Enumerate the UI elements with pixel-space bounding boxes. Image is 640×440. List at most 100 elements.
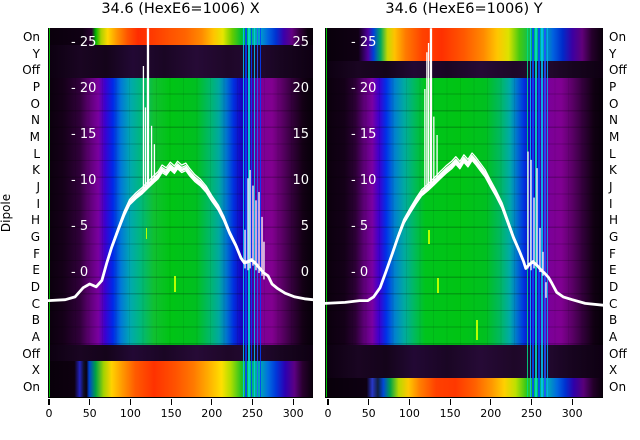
- row-label-left-c-16: C: [31, 296, 40, 311]
- x-tick-mark: [490, 399, 492, 405]
- row-label-left-f-13: F: [33, 246, 40, 261]
- y-tick-label-right: 15: [292, 127, 309, 142]
- x-tick-label: 150: [160, 407, 182, 420]
- x-tick-mark: [327, 399, 329, 405]
- row-label-right-f-13: F: [609, 246, 616, 261]
- vertical-data-stripe: [529, 28, 531, 397]
- x-tick-mark: [251, 399, 254, 405]
- x-tick-label: 300: [282, 407, 304, 420]
- y-tick-label-left: - 10: [351, 173, 377, 188]
- vertical-data-stripe: [541, 28, 543, 397]
- y-tick-label-left: - 15: [351, 127, 377, 142]
- row-label-right-d-15: D: [609, 280, 619, 294]
- heatmap-band-on-y-top: [325, 28, 603, 62]
- heatmap-band-y-off-dark: [48, 44, 313, 78]
- x-tick-mark: [449, 399, 451, 405]
- x-tick-mark: [89, 399, 91, 405]
- row-label-right-n-5: N: [609, 113, 618, 128]
- row-label-left-on-0: On: [22, 30, 40, 44]
- vertical-data-stripe: [250, 28, 253, 397]
- row-label-left-j-9: J: [36, 180, 40, 194]
- heatmap-panel-x: [48, 28, 313, 398]
- row-label-right-k-8: K: [609, 163, 617, 178]
- x-tick-mark: [368, 399, 370, 405]
- row-label-left-i-10: I: [36, 196, 40, 211]
- green-marker-tick: [145, 227, 148, 239]
- row-label-right-l-7: L: [609, 146, 616, 161]
- heatmap-band-main: [48, 78, 313, 345]
- y-tick-label-right: 5: [300, 219, 309, 234]
- green-marker-tick: [476, 319, 478, 341]
- row-label-right-a-18: A: [609, 330, 618, 344]
- y-tick-label-left: - 25: [71, 35, 97, 50]
- row-label-left-p-3: P: [32, 80, 40, 94]
- panel-title-y: 34.6 (HexE6=1006) Y: [385, 1, 543, 17]
- x-tick-mark: [211, 399, 213, 405]
- row-label-left-off-2: Off: [22, 63, 40, 78]
- row-label-right-off-2: Off: [609, 63, 627, 78]
- heatmap-band-x-on-bottom: [48, 361, 313, 397]
- heatmap-band-main: [325, 78, 603, 345]
- green-marker-tick: [428, 229, 430, 245]
- row-label-left-m-6: M: [29, 130, 40, 144]
- row-label-right-y-1: Y: [609, 46, 617, 61]
- y-tick-label-right: 0: [300, 265, 309, 280]
- x-tick-mark: [530, 399, 533, 405]
- row-label-right-c-16: C: [609, 296, 618, 311]
- row-label-left-n-5: N: [31, 113, 40, 128]
- vertical-data-stripe: [245, 28, 247, 397]
- green-edge-line: [48, 28, 50, 397]
- y-tick-label-left: - 0: [351, 265, 369, 280]
- row-label-right-on-21: On: [609, 380, 627, 394]
- vertical-data-stripe: [544, 28, 546, 397]
- row-label-right-e-14: E: [609, 263, 617, 278]
- y-tick-label-left: - 20: [71, 81, 97, 96]
- y-tick-label-left: - 5: [351, 219, 369, 234]
- row-label-left-d-15: D: [30, 280, 40, 294]
- row-label-right-b-17: B: [609, 313, 618, 328]
- x-tick-label: 0: [324, 407, 332, 420]
- row-label-left-l-7: L: [33, 146, 40, 161]
- vertical-data-stripe: [535, 28, 537, 397]
- x-tick-label: 200: [201, 407, 223, 420]
- x-tick-mark: [408, 399, 410, 405]
- row-label-left-b-17: B: [31, 313, 40, 328]
- x-tick-label: 250: [242, 407, 263, 420]
- x-tick-mark: [129, 399, 131, 405]
- y-tick-label-left: - 10: [71, 173, 97, 188]
- y-tick-label-right: 20: [292, 81, 309, 96]
- y-tick-label-left: - 15: [71, 127, 97, 142]
- row-label-right-j-9: J: [609, 180, 613, 194]
- row-label-left-h-11: H: [30, 213, 40, 228]
- x-tick-mark: [571, 399, 573, 405]
- row-label-left-o-4: O: [30, 96, 40, 111]
- x-tick-label: 0: [45, 407, 53, 420]
- x-tick-label: 150: [439, 407, 461, 420]
- vertical-data-stripe: [259, 28, 261, 397]
- x-tick-label: 100: [119, 407, 141, 420]
- y-tick-label-right: 10: [292, 173, 309, 188]
- vertical-data-stripe: [253, 28, 256, 397]
- row-label-right-g-12: G: [609, 230, 619, 244]
- row-label-right-o-4: O: [609, 96, 619, 111]
- row-label-left-a-18: A: [31, 330, 40, 344]
- x-tick-mark: [170, 399, 172, 405]
- y-tick-label-left: - 0: [71, 265, 89, 280]
- y-tick-label-right: 25: [292, 35, 309, 50]
- x-tick-label: 250: [521, 407, 542, 420]
- x-tick-mark: [292, 399, 294, 405]
- row-label-right-i-10: I: [609, 196, 613, 211]
- panel-title-x: 34.6 (HexE6=1006) X: [101, 1, 260, 17]
- profile-curve-y: [325, 28, 603, 307]
- x-tick-label: 100: [398, 407, 420, 420]
- vertical-data-stripe: [532, 28, 534, 397]
- row-label-left-y-1: Y: [32, 46, 40, 61]
- heatmap-row-seams: [48, 78, 313, 345]
- row-label-left-off-19: Off: [22, 346, 40, 361]
- row-label-right-h-11: H: [609, 213, 619, 228]
- row-label-right-p-3: P: [609, 80, 617, 94]
- heatmap-row-seams: [325, 78, 603, 345]
- y-tick-label-left: - 25: [351, 35, 377, 50]
- heatmap-band-on-top: [48, 28, 313, 45]
